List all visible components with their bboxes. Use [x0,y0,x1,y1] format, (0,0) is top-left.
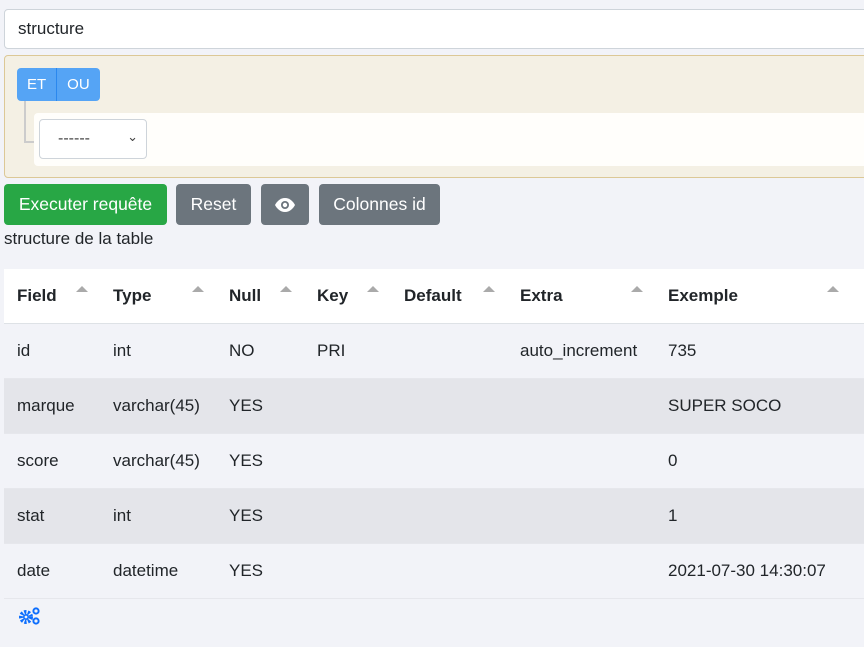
table-cell [304,488,391,544]
structure-table: Field Type Null Key Default Extra Exempl… [4,269,864,599]
query-builder: ET OU ------ ⌄ [4,55,864,178]
table-cell [304,433,391,489]
table-cell: int [100,488,216,544]
table-cell: auto_increment [507,323,655,379]
table-cell [507,488,655,544]
sort-icon[interactable] [483,286,495,292]
sort-icon[interactable] [827,286,839,292]
sort-icon[interactable] [280,286,292,292]
table-cell [391,433,507,489]
column-header-default[interactable]: Default [391,269,507,324]
sort-icon[interactable] [76,286,88,292]
table-cell [304,543,391,599]
header-label: Null [229,286,262,305]
table-row: id int NO PRI auto_increment 735 [4,323,864,379]
table-cell [391,323,507,379]
table-row: score varchar(45) YES 0 [4,433,864,489]
table-row: marque varchar(45) YES SUPER SOCO [4,378,864,434]
column-header-exemple[interactable]: Exemple [655,269,864,324]
table-cell [304,378,391,434]
table-row: date datetime YES 2021-07-30 14:30:07 [4,543,864,599]
table-cell: NO [216,323,304,379]
tree-connector [24,101,36,143]
table-cell [391,543,507,599]
table-cell: varchar(45) [100,433,216,489]
reset-button[interactable]: Reset [176,184,251,225]
table-cell: date [4,543,100,599]
condition-group: ET OU [17,68,100,101]
sort-icon[interactable] [367,286,379,292]
table-caption: structure de la table [4,229,154,248]
header-label: Extra [520,286,563,305]
search-input[interactable]: structure [4,9,864,49]
table-cell [507,378,655,434]
column-header-null[interactable]: Null [216,269,304,324]
header-label: Exemple [668,286,738,305]
field-select-value: ------ [58,130,90,147]
sort-icon[interactable] [192,286,204,292]
table-cell: 1 [655,488,864,544]
table-cell: score [4,433,100,489]
table-cell [391,378,507,434]
table-cell: varchar(45) [100,378,216,434]
table-cell: YES [216,433,304,489]
table-cell: int [100,323,216,379]
eye-icon [275,197,295,212]
table-cell: 0 [655,433,864,489]
table-cell: datetime [100,543,216,599]
column-header-key[interactable]: Key [304,269,391,324]
table-cell: YES [216,543,304,599]
header-label: Field [17,286,57,305]
or-button[interactable]: OU [57,68,100,101]
table-row: stat int YES 1 [4,488,864,544]
table-cell: SUPER SOCO [655,378,864,434]
chevron-down-icon: ⌄ [127,129,138,144]
table-cell: marque [4,378,100,434]
table-cell: YES [216,378,304,434]
table-cell: YES [216,488,304,544]
gears-icon[interactable] [18,606,42,631]
sort-icon[interactable] [631,286,643,292]
table-cell: stat [4,488,100,544]
table-cell: PRI [304,323,391,379]
header-label: Type [113,286,152,305]
column-header-extra[interactable]: Extra [507,269,655,324]
column-header-type[interactable]: Type [100,269,216,324]
table-cell [507,433,655,489]
field-select[interactable]: ------ ⌄ [39,119,147,159]
execute-query-button[interactable]: Executer requête [4,184,167,225]
table-cell [507,543,655,599]
rule-row: ------ ⌄ [34,113,864,166]
and-button[interactable]: ET [17,68,58,101]
table-cell [391,488,507,544]
table-cell: id [4,323,100,379]
columns-id-button[interactable]: Colonnes id [319,184,440,225]
column-header-field[interactable]: Field [4,269,100,324]
preview-button[interactable] [261,184,309,225]
table-cell: 2021-07-30 14:30:07 [655,543,864,599]
header-label: Default [404,286,462,305]
header-label: Key [317,286,349,305]
table-cell: 735 [655,323,864,379]
